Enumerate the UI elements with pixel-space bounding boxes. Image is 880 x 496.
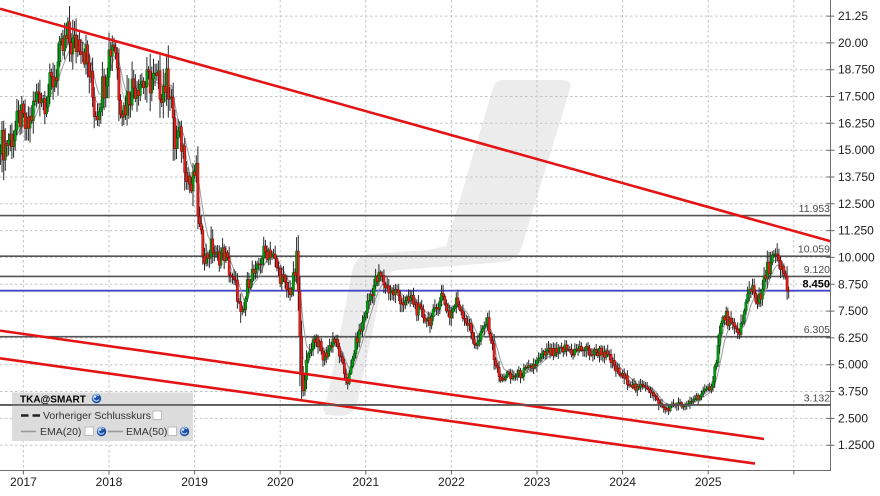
svg-text:6.305: 6.305: [804, 324, 830, 336]
svg-text:18.750: 18.750: [838, 63, 875, 77]
svg-text:2024: 2024: [609, 475, 636, 489]
svg-text:2017: 2017: [10, 475, 37, 489]
svg-text:15.000: 15.000: [838, 143, 875, 157]
svg-text:2019: 2019: [181, 475, 208, 489]
svg-text:3.750: 3.750: [838, 385, 868, 399]
svg-text:11.953: 11.953: [799, 203, 830, 215]
svg-text:Vorheriger Schlusskurs: Vorheriger Schlusskurs: [43, 410, 151, 422]
svg-text:2021: 2021: [352, 475, 379, 489]
svg-text:7.500: 7.500: [838, 304, 868, 318]
svg-text:2020: 2020: [267, 475, 294, 489]
svg-text:2018: 2018: [96, 475, 123, 489]
svg-text:2022: 2022: [438, 475, 465, 489]
svg-text:10.059: 10.059: [798, 244, 830, 256]
svg-text:TKA@SMART: TKA@SMART: [20, 395, 86, 406]
svg-text:EMA(50): EMA(50): [126, 426, 167, 438]
svg-text:5.000: 5.000: [838, 358, 868, 372]
svg-text:17.500: 17.500: [838, 90, 875, 104]
svg-text:1.2500: 1.2500: [838, 438, 875, 452]
svg-text:16.250: 16.250: [838, 116, 875, 130]
svg-text:8.750: 8.750: [838, 277, 868, 291]
svg-text:8.450: 8.450: [802, 279, 830, 291]
svg-text:2023: 2023: [524, 475, 551, 489]
svg-text:21.25: 21.25: [838, 9, 868, 23]
svg-text:11.250: 11.250: [838, 224, 874, 238]
svg-text:EMA(20): EMA(20): [40, 426, 81, 438]
svg-text:13.750: 13.750: [838, 170, 875, 184]
svg-text:20.00: 20.00: [838, 36, 868, 50]
svg-text:3.132: 3.132: [804, 392, 830, 404]
svg-text:12.500: 12.500: [838, 197, 875, 211]
svg-text:2.500: 2.500: [838, 411, 868, 425]
svg-text:6.250: 6.250: [838, 331, 868, 345]
svg-text:9.120: 9.120: [804, 264, 830, 276]
svg-text:2025: 2025: [695, 475, 722, 489]
svg-text:10.000: 10.000: [838, 250, 875, 264]
